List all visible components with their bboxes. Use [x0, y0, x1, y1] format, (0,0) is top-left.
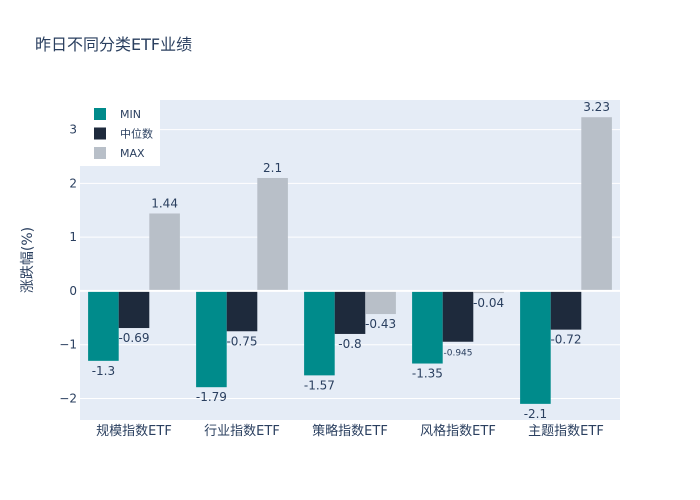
bar — [88, 290, 119, 361]
bar — [412, 290, 443, 364]
data-label: -2.1 — [524, 407, 547, 421]
x-category-label: 行业指数ETF — [204, 424, 280, 439]
y-tick-label: 2 — [69, 176, 77, 190]
data-label: 2.1 — [263, 161, 282, 175]
data-label: -0.72 — [550, 333, 581, 347]
y-axis-ticks: −2 −1 0 1 2 3 — [59, 123, 77, 406]
data-label: -0.945 — [443, 349, 472, 359]
data-label: -1.3 — [92, 364, 115, 378]
data-label: -0.43 — [365, 317, 396, 331]
bar — [196, 290, 227, 388]
data-label: -0.75 — [226, 334, 257, 348]
data-label: -1.57 — [304, 378, 335, 392]
legend-swatch[interactable] — [94, 108, 106, 120]
y-tick-label: 1 — [69, 230, 77, 244]
x-category-label: 主题指数ETF — [528, 424, 604, 439]
x-category-label: 规模指数ETF — [96, 424, 172, 439]
y-tick-label: −1 — [59, 338, 77, 352]
bar — [304, 290, 335, 376]
data-label: -0.04 — [473, 296, 504, 310]
legend-swatch[interactable] — [94, 147, 106, 159]
data-labels: -1.3 -0.69 1.44 -1.79 -0.75 2.1 -1.57 -0.8 -0.43… — [92, 100, 610, 421]
legend-label[interactable]: MAX — [120, 147, 145, 160]
bar — [473, 290, 504, 294]
bar — [226, 290, 258, 332]
bar — [118, 290, 150, 329]
y-tick-label: 3 — [69, 123, 77, 137]
x-category-label: 风格指数ETF — [420, 423, 496, 439]
legend-label[interactable]: 中位数 — [120, 127, 153, 141]
bar — [257, 177, 288, 291]
data-label: 3.23 — [583, 100, 610, 114]
legend-box — [80, 100, 160, 166]
data-label: 1.44 — [151, 196, 178, 210]
bar — [334, 290, 366, 334]
bar — [365, 290, 396, 315]
data-label: -1.79 — [196, 390, 227, 404]
legend-label[interactable]: MIN — [120, 108, 141, 121]
chart-title: 昨日不同分类ETF业绩 — [35, 35, 192, 54]
legend-swatch[interactable] — [94, 127, 106, 140]
legend: MIN 中位数 MAX — [80, 100, 160, 166]
bar — [550, 290, 582, 330]
bar — [581, 117, 612, 291]
bar — [149, 213, 180, 291]
bars — [88, 117, 612, 404]
data-label: -0.69 — [118, 331, 149, 345]
x-category-label: 策略指数ETF — [312, 423, 388, 439]
x-axis-categories: 规模指数ETF 行业指数ETF 策略指数ETF 风格指数ETF 主题指数ETF — [96, 423, 604, 439]
bar — [520, 290, 551, 404]
data-label: -1.35 — [412, 367, 443, 381]
data-label: -0.8 — [338, 337, 361, 351]
y-tick-label: 0 — [69, 284, 77, 298]
y-tick-label: −2 — [59, 391, 77, 405]
bar — [442, 290, 474, 342]
y-axis-title: 涨跌幅(%) — [20, 227, 36, 293]
